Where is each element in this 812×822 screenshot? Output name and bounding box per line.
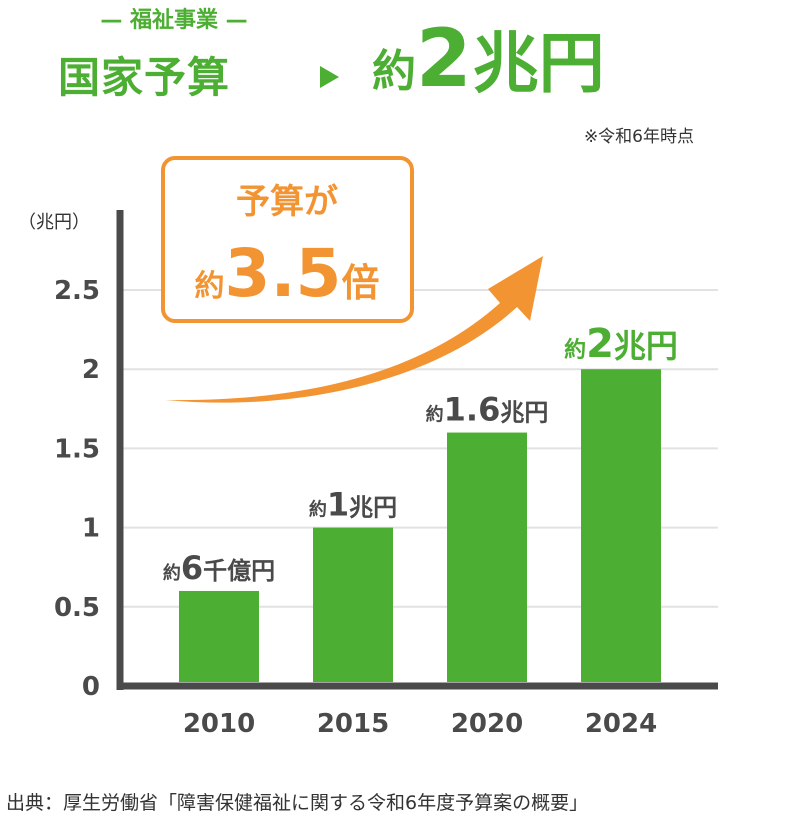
header-result-value: 2	[416, 12, 473, 105]
x-tick-labels: 2010 2015 2020 2024	[183, 709, 657, 739]
value-label-number: 1.6	[444, 391, 501, 429]
value-label-prefix: 約	[564, 337, 586, 363]
x-tick-label: 2024	[585, 709, 657, 739]
y-tick-labels: 0 0.5 1 1.5 2 2.5	[54, 276, 100, 702]
header-title: 国家予算	[58, 53, 231, 102]
y-tick-label: 1	[82, 514, 100, 544]
value-label-unit: 兆円	[349, 494, 397, 522]
y-tick-label: 2.5	[54, 276, 100, 306]
value-label-prefix: 約	[163, 562, 181, 584]
header-arrow-icon	[320, 66, 339, 88]
callout-box: 予算が 約3.5倍	[161, 156, 414, 323]
y-tick-label: 0.5	[54, 593, 100, 623]
source-citation: 出典：厚生労働省「障害保健福祉に関する令和6年度予算案の概要」	[6, 792, 589, 814]
callout-prefix: 約	[195, 269, 225, 304]
growth-arrow-icon	[165, 256, 543, 403]
bar-2024	[581, 369, 661, 682]
value-label-prefix: 約	[426, 404, 444, 426]
y-tick-label: 0	[82, 672, 100, 702]
y-tick-label: 2	[82, 355, 100, 385]
callout-line2: 約3.5倍	[195, 235, 380, 312]
value-label-2024: 約2兆円	[564, 321, 678, 367]
header-result: 約2兆円	[372, 10, 605, 106]
bars	[179, 369, 661, 682]
bar-2010	[179, 590, 259, 682]
x-tick-label: 2010	[183, 709, 255, 739]
value-label-prefix: 約	[309, 499, 327, 521]
value-label-2015: 約1兆円	[309, 486, 397, 524]
callout-suffix: 倍	[341, 261, 379, 305]
y-tick-label: 1.5	[54, 434, 100, 464]
value-label-number: 6	[181, 549, 203, 587]
bar-2015	[313, 527, 393, 682]
value-label-unit: 千億円	[203, 557, 275, 585]
header-subtitle: — 福祉事業 —	[100, 8, 248, 33]
x-tick-label: 2020	[451, 709, 523, 739]
value-label-unit: 兆円	[500, 399, 548, 427]
callout-line1: 予算が	[236, 182, 338, 222]
axes	[116, 210, 718, 690]
header-result-unit: 兆円	[472, 25, 605, 102]
header-note: ※令和6年時点	[583, 127, 694, 147]
x-tick-label: 2015	[317, 709, 389, 739]
value-label-number: 1	[327, 486, 349, 524]
value-label-unit: 兆円	[614, 327, 678, 365]
value-label-2020: 約1.6兆円	[426, 391, 549, 429]
header-result-prefix: 約	[372, 46, 416, 97]
value-label-2010: 約6千億円	[163, 549, 275, 587]
y-axis-label: （兆円）	[18, 212, 90, 233]
callout-value: 3.5	[225, 235, 342, 312]
bar-2020	[447, 432, 527, 682]
value-label-number: 2	[586, 321, 614, 367]
